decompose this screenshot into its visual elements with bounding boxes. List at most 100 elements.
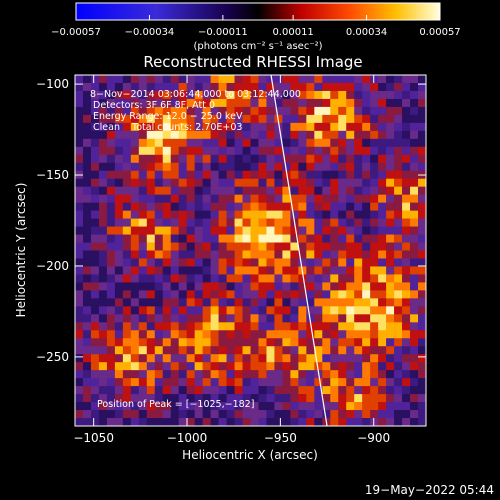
heatmap-cell [394,370,403,379]
heatmap-cell [298,98,307,108]
heatmap-cell [266,394,275,403]
heatmap-cell [250,362,259,371]
heatmap-cell [410,178,419,187]
heatmap-cell [242,146,251,156]
heatmap-cell [386,98,395,108]
heatmap-cell [146,106,156,116]
heatmap-cell [290,362,299,371]
heatmap-cell [266,258,275,267]
heatmap-cell [122,226,132,235]
heatmap-cell [394,154,403,164]
heatmap-cell [290,82,299,92]
heatmap-cell [114,290,124,299]
heatmap-cell [146,394,156,403]
heatmap-cell [226,90,235,100]
heatmap-cell [266,170,275,180]
heatmap-cell [106,178,116,187]
heatmap-cell [226,370,235,379]
heatmap-cell [130,122,140,132]
heatmap-cell [170,266,180,275]
heatmap-cell [258,234,267,243]
colorbar-tick-label: 0.00057 [419,27,460,38]
heatmap-cell [98,274,108,283]
heatmap-cell [90,130,100,140]
heatmap-cell [386,410,395,419]
heatmap-cell [218,130,227,140]
heatmap-cell [170,346,180,355]
heatmap-cell [322,122,331,132]
heatmap-cell [418,394,426,403]
heatmap-cell [290,410,299,419]
heatmap-cell [394,346,403,355]
heatmap-cell [290,75,299,84]
heatmap-cell [250,154,259,164]
heatmap-cell [386,234,395,243]
heatmap-cell [234,346,243,355]
heatmap-cell [138,330,148,339]
heatmap-cell [250,210,259,219]
heatmap-cell [154,146,164,156]
colorbar-units-label: (photons cm⁻² s⁻¹ asec⁻²) [193,41,322,52]
heatmap-cell [282,154,291,164]
heatmap-cell [266,346,275,355]
heatmap-cell [362,290,371,299]
heatmap-cell [370,322,379,331]
heatmap-cell [114,258,124,267]
heatmap-cell [290,346,299,355]
heatmap-cell [234,370,243,379]
heatmap-cell [170,394,180,403]
heatmap-cell [75,290,84,299]
heatmap-cell [170,338,180,347]
heatmap-cell [258,322,267,331]
heatmap-cell [234,114,243,124]
heatmap-cell [386,130,395,140]
heatmap-cell [378,274,387,283]
heatmap-cell [330,210,339,219]
heatmap-cell [226,258,235,267]
heatmap-cell [290,370,299,379]
heatmap-cell [362,362,371,371]
heatmap-cell [242,370,251,379]
heatmap-cell [346,394,355,403]
heatmap-cell [146,354,156,363]
heatmap-cell [346,226,355,235]
heatmap-cell [106,218,116,227]
heatmap-cell [202,170,211,180]
heatmap-cell [106,370,116,379]
heatmap-cell [154,226,164,235]
heatmap-cell [130,402,140,411]
heatmap-cell [154,82,164,92]
heatmap-cell [306,274,315,283]
heatmap-cell [258,170,267,180]
heatmap-cell [322,154,331,164]
heatmap-cell [178,210,187,219]
heatmap-cell [354,346,363,355]
heatmap-cell [338,162,347,172]
heatmap-cell [178,114,187,124]
heatmap-cell [178,330,187,339]
heatmap-cell [282,282,291,291]
heatmap-cell [178,266,187,275]
heatmap-cell [298,370,307,379]
heatmap-cell [234,330,243,339]
heatmap-cell [250,330,259,339]
heatmap-cell [122,266,132,275]
heatmap-cell [114,314,124,323]
heatmap-cell [354,98,363,108]
heatmap-cell [242,354,251,363]
heatmap-cell [98,170,108,180]
heatmap-cell [330,386,339,395]
heatmap-cell [154,418,164,426]
heatmap-cell [138,234,148,243]
heatmap-cell [242,106,251,116]
heatmap-cell [274,170,283,180]
heatmap-cell [122,218,132,227]
heatmap-cell [162,290,172,299]
heatmap-cell [154,362,164,371]
heatmap-cell [122,330,132,339]
heatmap-cell [322,106,331,116]
heatmap-cell [234,314,243,323]
heatmap-cell [402,346,411,355]
heatmap-cell [314,130,323,140]
heatmap-cell [122,106,132,116]
